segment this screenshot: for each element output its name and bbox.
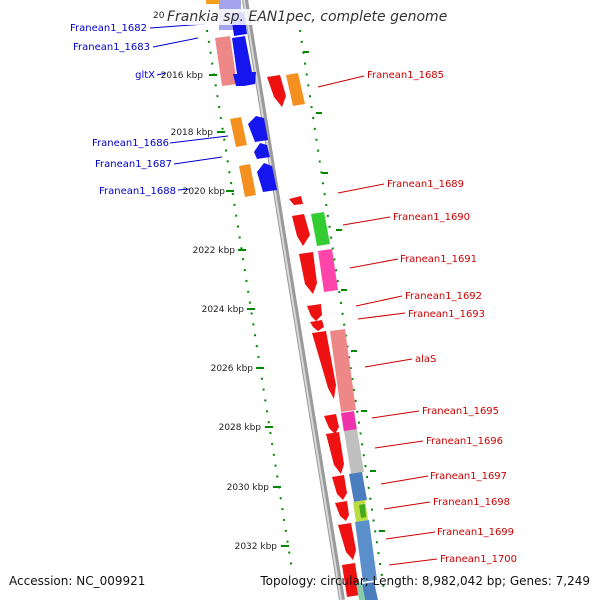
left-connectors — [149, 23, 229, 191]
gene-label-right[interactable]: alaS — [415, 354, 436, 365]
tick-label: 2032 kbp — [235, 542, 278, 552]
tick-label: 2018 kbp — [171, 128, 214, 138]
tick-label: 2022 kbp — [193, 246, 236, 256]
gene-label-right[interactable]: Franean1_1699 — [437, 527, 514, 538]
gene-label-right[interactable]: Franean1_1693 — [408, 309, 485, 320]
gene-label-right[interactable]: Franean1_1691 — [400, 254, 477, 265]
genome-summary: Topology: circular; Length: 8,982,042 bp… — [260, 574, 590, 588]
left-gene-labels: Franean1_1682 Franean1_1683 gltX Franean… — [70, 23, 176, 197]
map-title: Frankia sp. EAN1pec, complete genome — [165, 9, 450, 25]
tick-label: 2030 kbp — [227, 483, 270, 493]
gene-label-right[interactable]: Franean1_1695 — [422, 406, 499, 417]
gene-label-right[interactable]: Franean1_1698 — [433, 497, 510, 508]
gene-label-left[interactable]: Franean1_1683 — [73, 42, 150, 53]
right-gene-labels: Franean1_1685 Franean1_1689 Franean1_169… — [367, 70, 517, 565]
gene-label-right[interactable]: Franean1_1696 — [426, 436, 503, 447]
tick-labels: 2016 kbp 2018 kbp 2020 kbp 2022 kbp 2024… — [161, 71, 278, 552]
tick-label: 2020 kbp — [183, 187, 226, 197]
tick-marks — [209, 51, 385, 547]
gene-label-left[interactable]: Franean1_1687 — [95, 159, 172, 170]
gene-label-right[interactable]: Franean1_1692 — [405, 291, 482, 302]
tick-label: 2016 kbp — [161, 71, 204, 81]
gene-label-left[interactable]: Franean1_1688 — [99, 186, 176, 197]
gene-label-right[interactable]: Franean1_1685 — [367, 70, 444, 81]
gene-label-left[interactable]: Franean1_1682 — [70, 23, 147, 34]
gene-label-left[interactable]: gltX — [135, 70, 155, 81]
genome-backbone-highlight — [243, 0, 342, 600]
accession-label: Accession: NC_009921 — [9, 574, 146, 588]
gene-label-left[interactable]: Franean1_1686 — [92, 138, 169, 149]
gene-label-right[interactable]: Franean1_1697 — [430, 471, 507, 482]
right-gene-shapes — [267, 73, 378, 600]
gene-label-right[interactable]: Franean1_1700 — [440, 554, 517, 565]
gene-label-right[interactable]: Franean1_1689 — [387, 179, 464, 190]
left-gene-shapes — [206, 0, 277, 197]
tick-label: 2026 kbp — [211, 364, 254, 374]
right-connectors — [317, 75, 438, 566]
gene-label-right[interactable]: Franean1_1690 — [393, 212, 470, 223]
tick-label-partial: 20 — [153, 11, 165, 21]
tick-label: 2028 kbp — [219, 423, 262, 433]
tick-label: 2024 kbp — [202, 305, 245, 315]
